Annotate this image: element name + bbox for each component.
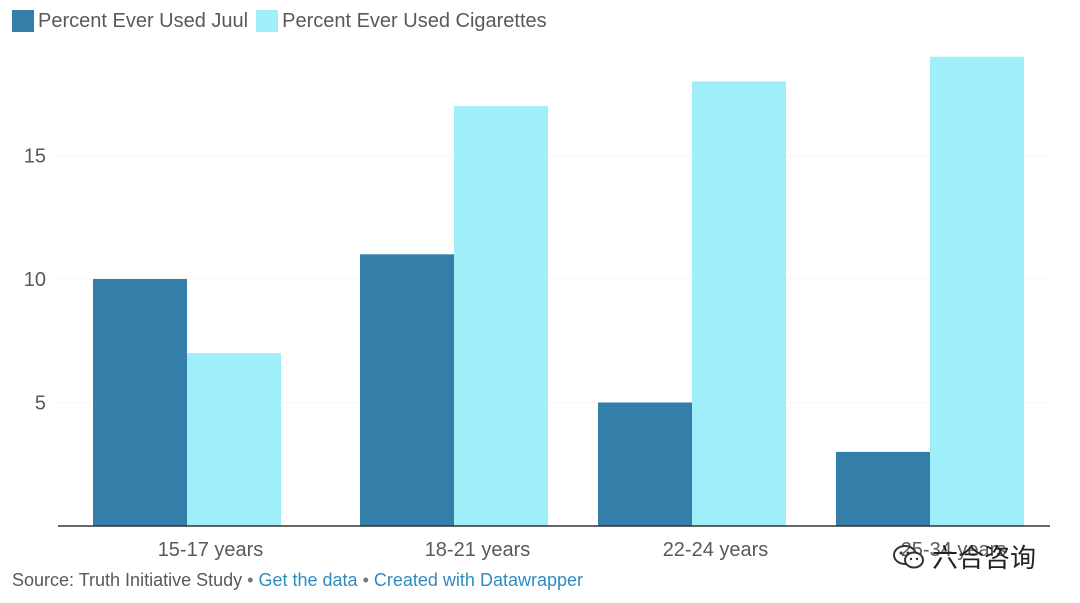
bar-cigarettes-2 xyxy=(454,106,548,526)
y-axis-ticks: 5 10 15 xyxy=(24,146,46,415)
bar-juul-1 xyxy=(93,279,187,526)
bar-juul-3 xyxy=(598,402,692,526)
bars xyxy=(93,56,1024,527)
get-data-link[interactable]: Get the data xyxy=(258,570,358,590)
y-tick-label: 15 xyxy=(24,146,46,168)
x-axis-ticks: 15-17 years 18-21 years 22-24 years 25-34 y… xyxy=(158,539,1007,561)
x-tick-label: 15-17 years xyxy=(158,539,264,561)
wechat-icon xyxy=(893,544,924,568)
x-tick-label: 22-24 years xyxy=(663,539,769,561)
x-tick-label: 18-21 years xyxy=(425,539,531,561)
legend-item-cigarettes: Percent Ever Used Cigarettes xyxy=(256,10,547,33)
legend-label-cigarettes: Percent Ever Used Cigarettes xyxy=(282,9,547,32)
legend-swatch-juul xyxy=(12,10,34,32)
footer-separator: • xyxy=(247,570,254,590)
bar-cigarettes-1 xyxy=(187,353,281,526)
y-tick-label: 5 xyxy=(35,393,46,415)
bar-cigarettes-4 xyxy=(930,56,1024,526)
watermark-text: 六合咨询 xyxy=(932,544,1037,574)
x-tick-label: 25-34 years xyxy=(901,539,1007,561)
bar-cigarettes-3 xyxy=(692,81,786,527)
legend-swatch-cigarettes xyxy=(256,10,279,32)
bar-juul-2 xyxy=(360,254,454,527)
bar-juul-4 xyxy=(836,451,930,526)
chart-footer: Source: Truth Initiative Study • Get the… xyxy=(12,570,583,591)
source-text: Source: Truth Initiative Study xyxy=(12,570,243,590)
legend-item-juul: Percent Ever Used Juul xyxy=(12,10,248,33)
footer-separator: • xyxy=(362,570,369,590)
watermark: 六合咨询 xyxy=(892,538,1036,575)
chart-legend: Percent Ever Used Juul Percent Ever Used… xyxy=(12,8,555,34)
legend-label-juul: Percent Ever Used Juul xyxy=(38,9,249,32)
grid-lines xyxy=(58,155,1050,403)
y-tick-label: 10 xyxy=(24,269,46,291)
datawrapper-link[interactable]: Created with Datawrapper xyxy=(373,570,583,590)
